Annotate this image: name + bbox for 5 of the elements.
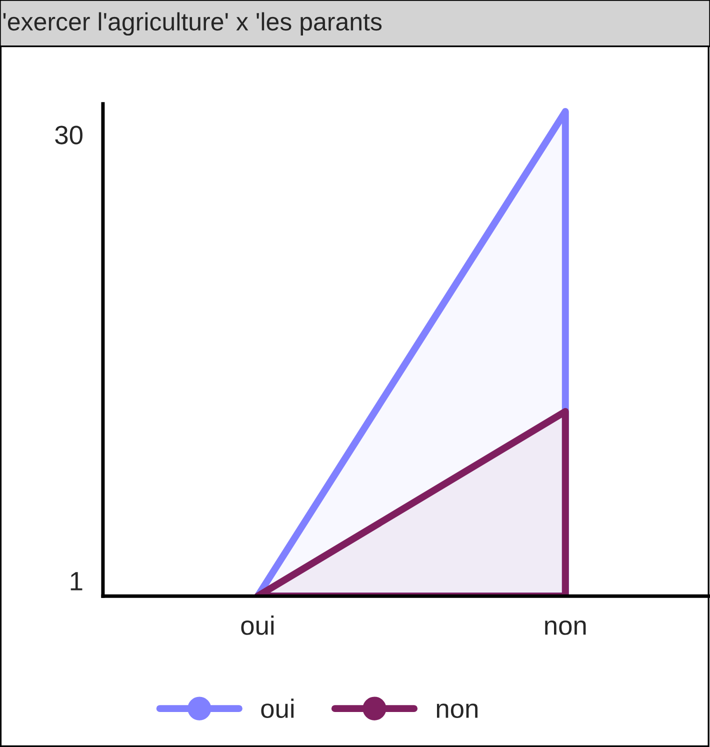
y-tick-label: 1 xyxy=(70,572,82,590)
legend-label: oui xyxy=(261,698,294,718)
legend-label: non xyxy=(436,704,478,718)
y-tick-label: 30 xyxy=(55,126,82,144)
chart-title: 'exercer l'agriculture' x 'les parants xyxy=(3,12,382,36)
